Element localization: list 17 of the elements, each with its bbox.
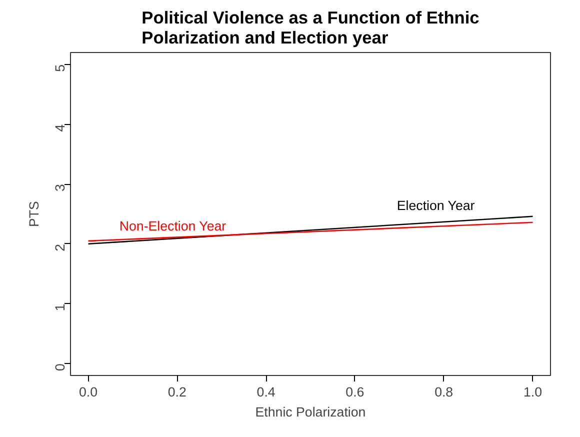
x-axis-title: Ethnic Polarization bbox=[255, 404, 366, 420]
x-tick-label: 1.0 bbox=[523, 384, 542, 400]
y-tick-label: 2 bbox=[52, 244, 68, 252]
y-axis-title: PTS bbox=[26, 200, 42, 227]
x-tick-label: 0.4 bbox=[256, 384, 276, 400]
series-label: Election Year bbox=[396, 198, 476, 213]
y-tick-label: 0 bbox=[52, 364, 68, 371]
series-label: Non-Election Year bbox=[119, 218, 227, 234]
y-tick-label: 3 bbox=[52, 184, 68, 192]
x-tick-label: 0.8 bbox=[434, 384, 454, 400]
x-tick-label: 0.6 bbox=[346, 384, 364, 400]
x-tick-label: 0.0 bbox=[79, 384, 98, 400]
x-tick-label: 0.2 bbox=[168, 384, 186, 400]
y-tick-label: 5 bbox=[52, 64, 68, 72]
y-tick-label: 1 bbox=[52, 304, 68, 312]
y-tick-label: 4 bbox=[52, 124, 68, 132]
chart-title: Political Violence as a Function of Ethnic Polarization and Election year bbox=[142, 8, 480, 48]
